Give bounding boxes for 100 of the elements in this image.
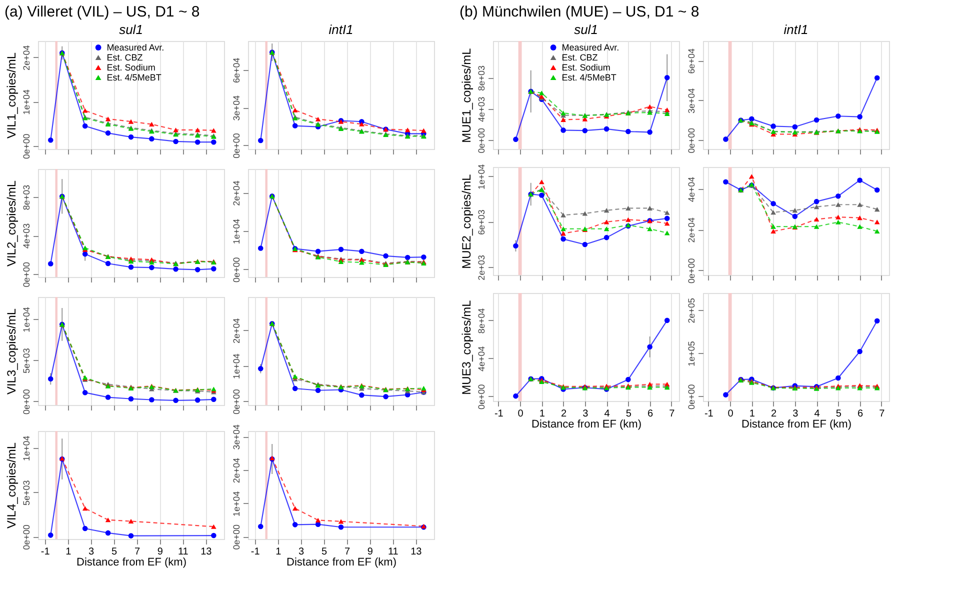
chart-subtitle: sul1 xyxy=(119,22,143,37)
x-tick-label: 2 xyxy=(561,408,568,420)
y-tick-label: 0e+00 xyxy=(686,258,696,284)
x-tick-label: 5 xyxy=(626,408,632,420)
y-tick-label: 4e+04 xyxy=(476,346,486,372)
y-tick-label: 2e+05 xyxy=(686,298,696,324)
x-tick-label: 9 xyxy=(367,546,374,558)
x-tick-label: 4 xyxy=(814,408,820,420)
y-tick-label: 2e+04 xyxy=(686,218,696,243)
y-tick-label: 2e+04 xyxy=(232,318,242,344)
x-tick-label: 7 xyxy=(879,408,886,420)
x-tick-label: 2 xyxy=(771,408,778,420)
x-axis-title: Distance from EF (km) xyxy=(741,418,852,430)
x-tick-label: 13 xyxy=(200,546,212,558)
y-tick-label: 0e+00 xyxy=(22,524,32,550)
y-tick-label: 8e+03 xyxy=(476,66,486,91)
chart-subtitle: intI1 xyxy=(784,22,808,37)
x-tick-label: 5 xyxy=(111,546,118,558)
x-tick-label: 1 xyxy=(539,408,546,420)
y-tick-label: 2e+04 xyxy=(232,180,242,206)
x-tick-label: 5 xyxy=(836,408,842,420)
y-tick-label: 1e+05 xyxy=(686,341,696,366)
y-tick-label: 4e+03 xyxy=(476,96,486,122)
legend-label: Est. Sodium xyxy=(562,62,610,72)
x-tick-label: 3 xyxy=(298,546,305,558)
legend-label: Est. CBZ xyxy=(562,52,598,62)
x-tick-label: 3 xyxy=(88,546,95,558)
legend-label: Est. Sodium xyxy=(106,62,156,72)
y-axis-title: VIL1_copies/mL xyxy=(4,52,18,139)
x-tick-label: 1 xyxy=(66,546,72,558)
y-tick-label: 0e+00 xyxy=(232,257,242,282)
x-tick-label: -1 xyxy=(40,546,50,558)
legend-label: Est. CBZ xyxy=(106,52,144,62)
y-tick-label: 0e+00 xyxy=(232,133,242,158)
y-axis-title: VIL4_copies/mL xyxy=(4,442,18,529)
y-tick-label: 1e+04 xyxy=(232,218,242,244)
x-tick-label: 1 xyxy=(276,546,282,558)
y-axis-title: VIL2_copies/mL xyxy=(4,180,18,267)
y-tick-label: 3e+04 xyxy=(686,88,696,114)
x-tick-label: 11 xyxy=(178,546,189,558)
y-tick-label: 2e+04 xyxy=(22,45,32,71)
y-axis-title: VIL3_copies/mL xyxy=(4,308,18,395)
y-tick-label: 2e+03 xyxy=(476,255,486,280)
y-tick-label: 5e+03 xyxy=(22,480,32,506)
x-tick-label: 5 xyxy=(321,546,328,558)
x-tick-label: 9 xyxy=(157,546,164,558)
chart-title: (a) Villeret (VIL) – US, D1 ~ 8 xyxy=(4,4,200,20)
y-tick-label: 3e+04 xyxy=(232,424,242,450)
chart-subtitle: sul1 xyxy=(574,22,598,37)
x-tick-label: 0 xyxy=(728,408,734,420)
y-tick-label: 0e+00 xyxy=(476,384,486,410)
y-tick-label: 1e+04 xyxy=(22,90,32,115)
y-tick-label: 4e+03 xyxy=(22,223,32,249)
x-tick-label: 6 xyxy=(858,408,864,420)
x-tick-label: 6 xyxy=(648,408,654,420)
y-tick-label: 0e+00 xyxy=(232,524,242,550)
y-tick-label: 0e+00 xyxy=(686,384,696,410)
y-tick-label: 1e+04 xyxy=(232,491,242,516)
y-tick-label: 6e+03 xyxy=(476,210,486,235)
y-tick-label: 6e+04 xyxy=(686,48,696,74)
x-tick-label: -1 xyxy=(704,408,714,420)
x-tick-label: 11 xyxy=(388,546,399,558)
chart-subtitle: intI1 xyxy=(328,22,354,37)
y-tick-label: 1e+04 xyxy=(476,164,486,190)
chart-title: (b) Münchwilen (MUE) – US, D1 ~ 8 xyxy=(460,4,700,20)
x-tick-label: 7 xyxy=(134,546,140,558)
y-tick-label: 4e+04 xyxy=(686,176,696,202)
y-tick-label: 0e+00 xyxy=(22,389,32,414)
x-tick-label: 4 xyxy=(604,408,610,420)
x-axis-title: Distance from EF (km) xyxy=(286,556,397,568)
x-tick-label: 1 xyxy=(749,408,756,420)
y-tick-label: 0e+00 xyxy=(22,134,32,160)
y-tick-label: 2e+04 xyxy=(232,458,242,484)
y-tick-label: 0e+00 xyxy=(686,128,696,154)
x-axis-title: Distance from EF (km) xyxy=(531,418,642,430)
y-tick-label: 0e+00 xyxy=(476,128,486,154)
legend-label: Est. 4/5MeBT xyxy=(562,72,617,82)
y-tick-label: 5e+03 xyxy=(22,348,32,374)
y-tick-label: 8e+04 xyxy=(476,308,486,334)
y-axis-title: MUE2_copies/mL xyxy=(460,174,474,269)
x-tick-label: 3 xyxy=(792,408,799,420)
x-tick-label: 3 xyxy=(582,408,589,420)
y-tick-label: 0e+00 xyxy=(232,389,242,414)
x-tick-label: -1 xyxy=(494,408,504,420)
y-axis-title: MUE1_copies/mL xyxy=(460,48,474,143)
legend-label: Est. 4/5MeBT xyxy=(106,72,162,82)
y-tick-label: 1e+04 xyxy=(22,436,32,462)
y-tick-label: 8e+03 xyxy=(22,184,32,210)
x-tick-label: 7 xyxy=(669,408,676,420)
y-tick-label: 1e+04 xyxy=(232,354,242,379)
legend-label: Measured Avr. xyxy=(562,42,620,52)
legend-label: Measured Avr. xyxy=(106,42,164,52)
y-tick-label: 1e+04 xyxy=(22,307,32,332)
x-tick-label: 7 xyxy=(344,546,350,558)
x-axis-title: Distance from EF (km) xyxy=(76,556,187,568)
x-tick-label: 0 xyxy=(518,408,524,420)
y-tick-label: 3e+04 xyxy=(232,95,242,121)
y-tick-label: 0e+00 xyxy=(22,262,32,288)
y-tick-label: 6e+04 xyxy=(232,58,242,84)
x-tick-label: 13 xyxy=(410,546,422,558)
